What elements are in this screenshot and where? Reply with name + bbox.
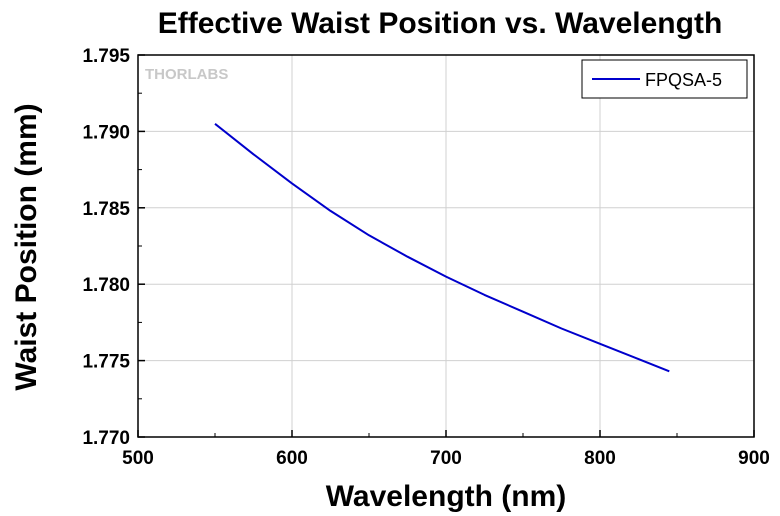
x-tick-label: 900 <box>738 448 770 469</box>
x-tick-label: 600 <box>276 448 308 469</box>
axis-ticks: 500 600 700 800 900 1.770 1.775 1.780 1.785 1.790… <box>82 46 769 469</box>
grid <box>138 55 754 437</box>
y-tick-label: 1.790 <box>82 122 130 143</box>
x-tick-label: 800 <box>584 448 616 469</box>
y-axis-label: Waist Position (mm) <box>10 103 43 390</box>
x-tick-label: 700 <box>430 448 462 469</box>
y-tick-label: 1.775 <box>82 352 130 373</box>
y-tick-label: 1.780 <box>82 275 130 296</box>
series-layer <box>214 123 670 373</box>
x-axis-label: Wavelength (nm) <box>326 480 567 513</box>
x-tick-label: 500 <box>122 448 154 469</box>
chart-title: Effective Waist Position vs. Wavelength <box>158 7 723 40</box>
thorlabs-watermark: THORLABS <box>145 66 228 83</box>
legend-label-fpqsa-5: FPQSA-5 <box>645 70 722 90</box>
y-tick-label: 1.770 <box>82 428 130 449</box>
legend: FPQSA-5 <box>581 59 748 99</box>
y-tick-label: 1.795 <box>82 46 130 67</box>
series-line-fpqsa-5 <box>214 123 670 373</box>
y-tick-label: 1.785 <box>82 199 130 220</box>
